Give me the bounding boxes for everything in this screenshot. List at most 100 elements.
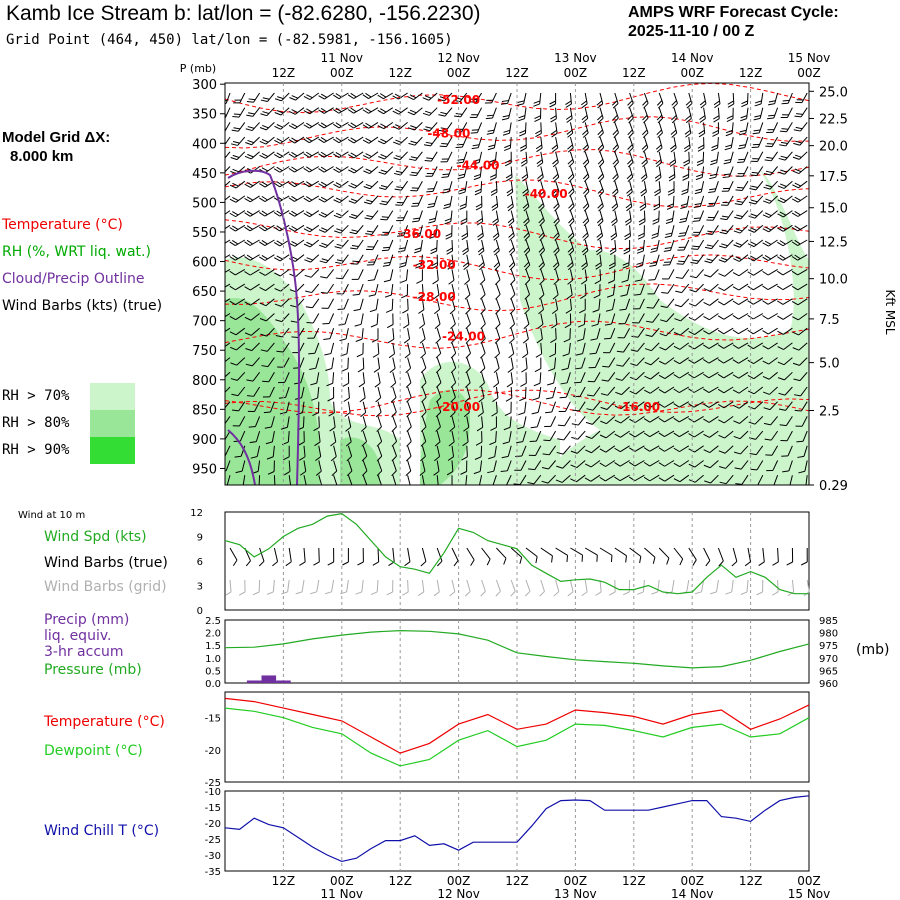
barb-shaft — [685, 210, 690, 222]
wind-barb — [352, 283, 364, 296]
wind-barb — [537, 166, 544, 182]
barb-shaft — [562, 445, 571, 455]
barb-flag — [550, 118, 557, 123]
barb-flag — [410, 125, 417, 129]
barb-flag — [259, 183, 266, 188]
wind-barb — [567, 254, 574, 271]
barb-flag — [360, 426, 367, 432]
barb-shaft — [392, 372, 397, 384]
barb-flag — [424, 95, 432, 99]
barb-flag — [580, 100, 587, 106]
pressure-tick-label: 650 — [192, 285, 217, 300]
barb-shaft — [317, 386, 320, 398]
barb-shaft — [235, 283, 246, 291]
barb-flag — [288, 167, 295, 173]
barb-shaft — [368, 151, 379, 159]
barb-shaft — [451, 328, 457, 339]
barb-flag — [396, 201, 404, 204]
barb-flag — [674, 304, 682, 308]
barb-flag — [417, 294, 424, 299]
barb-shaft — [584, 166, 590, 178]
barb-shaft — [421, 386, 427, 398]
barb-flag — [513, 483, 521, 485]
barb-flag — [429, 235, 436, 239]
barb-flag — [392, 110, 399, 115]
wind-barb — [411, 195, 423, 207]
wind-barb — [225, 239, 231, 247]
barb-flag — [596, 554, 598, 562]
barb-shaft — [431, 166, 438, 177]
surface-wind-barb — [786, 547, 794, 566]
wind-barb — [274, 298, 290, 307]
wind-barb — [503, 416, 512, 431]
wind-barb — [508, 254, 516, 271]
wind-barb — [423, 136, 438, 147]
barb-shaft — [300, 372, 305, 383]
wind-barb — [408, 151, 423, 161]
barb-shaft — [309, 92, 320, 100]
wind-barb — [488, 445, 497, 460]
wind-barb — [477, 239, 485, 256]
barb-shaft — [510, 254, 516, 266]
barb-shaft — [599, 136, 605, 148]
barb-flag — [244, 197, 251, 203]
barb-flag — [263, 411, 271, 414]
wind-barb — [641, 136, 649, 153]
barb-shaft — [738, 313, 749, 320]
barb-shaft — [377, 475, 383, 485]
wind-barb — [229, 283, 246, 291]
barb-flag — [354, 323, 362, 327]
barb-flag — [325, 367, 333, 371]
legend-rh: RH (%, WRT liq. wat.) — [2, 244, 151, 260]
barb-flag — [440, 161, 448, 163]
barb-flag — [768, 103, 775, 106]
barb-flag — [365, 107, 372, 113]
barb-shaft — [239, 416, 246, 427]
wind-barb — [513, 474, 527, 485]
barb-shaft — [481, 386, 485, 398]
barb-flag — [528, 468, 535, 471]
wind-barb — [710, 151, 719, 166]
barb-flag — [515, 455, 522, 458]
barb-flag — [449, 309, 456, 315]
barb-shaft — [421, 475, 425, 485]
barb-shaft — [286, 401, 290, 413]
barb-shaft — [242, 475, 246, 485]
barb-flag — [333, 168, 340, 173]
wind-barb — [334, 239, 349, 249]
wind-barb — [565, 298, 573, 314]
wind-chill-label: Wind Chill T (°C) — [44, 823, 160, 839]
wind-barb — [737, 151, 749, 164]
barb-flag — [342, 561, 349, 566]
wind-barb — [550, 107, 557, 123]
barb-flag — [303, 212, 310, 218]
barb-flag — [398, 265, 406, 268]
wind-barb — [342, 372, 350, 387]
barb-shaft — [225, 210, 231, 218]
wind-barb — [333, 475, 338, 485]
barb-flag — [417, 591, 425, 597]
barb-shaft — [508, 122, 512, 134]
barb-flag — [476, 218, 483, 223]
barb-shaft — [436, 342, 442, 354]
barb-flag — [216, 184, 222, 190]
wind-barb — [480, 313, 486, 330]
wind-barb — [524, 269, 531, 285]
barb-flag — [420, 426, 427, 432]
wind-barb — [469, 107, 483, 118]
barb-flag — [538, 309, 544, 315]
barb-flag — [489, 177, 497, 181]
barb-flag — [598, 206, 604, 212]
precip-accum-label: 3-hr accum — [44, 644, 124, 660]
barb-flag — [458, 191, 466, 195]
barb-flag — [380, 218, 387, 221]
barb-flag — [320, 181, 328, 186]
barb-flag — [350, 137, 357, 142]
barb-flag — [553, 203, 559, 209]
barb-shaft — [225, 401, 231, 411]
wind-barb — [612, 122, 619, 138]
wind-barb — [361, 445, 368, 462]
wind-barb — [683, 151, 690, 167]
wind-barb — [455, 136, 468, 148]
barb-flag — [348, 169, 355, 174]
